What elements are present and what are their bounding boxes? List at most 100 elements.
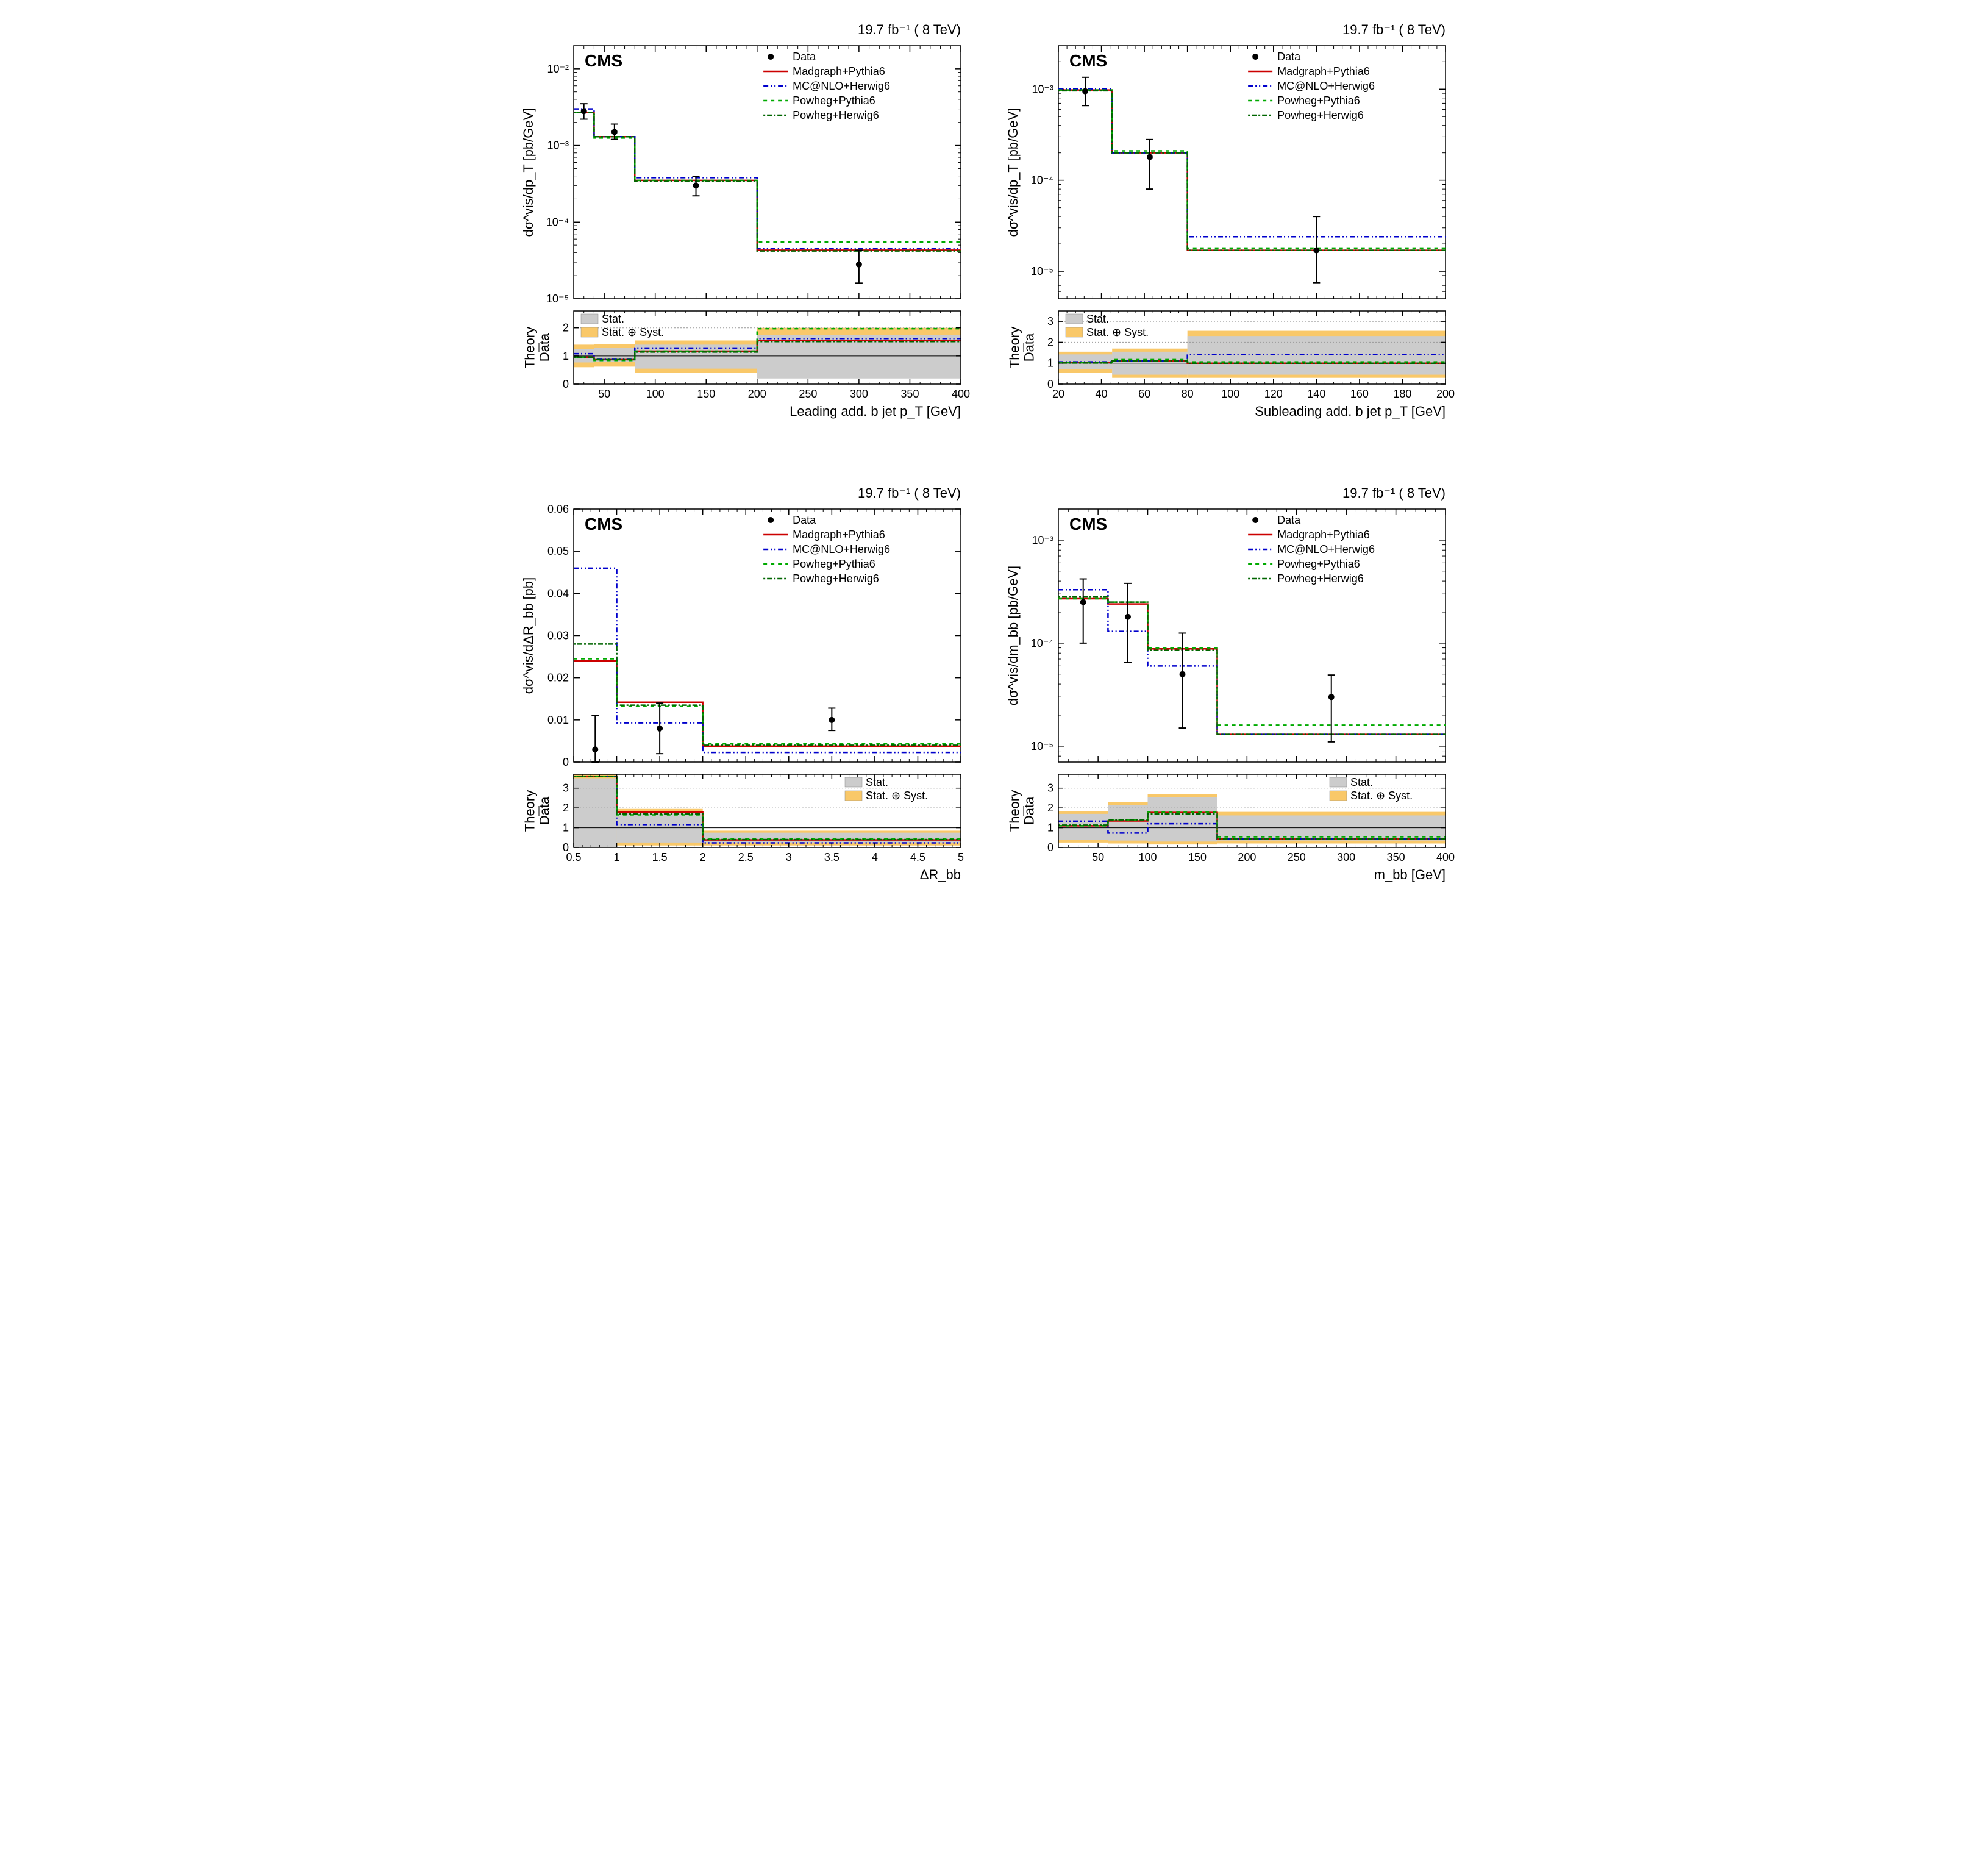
svg-text:Stat.: Stat. bbox=[1086, 313, 1109, 325]
svg-text:10⁻³: 10⁻³ bbox=[1032, 83, 1053, 95]
svg-text:ΔR_bb: ΔR_bb bbox=[919, 867, 960, 882]
svg-text:Madgraph+Pythia6: Madgraph+Pythia6 bbox=[1277, 65, 1370, 77]
svg-text:200: 200 bbox=[747, 388, 766, 400]
svg-text:Stat.: Stat. bbox=[1350, 776, 1373, 788]
panel-D: 19.7 fb⁻¹ ( 8 TeV)10⁻⁵10⁻⁴10⁻³CMSdσ^vis/… bbox=[1000, 476, 1467, 915]
svg-text:350: 350 bbox=[900, 388, 919, 400]
svg-text:MC@NLO+Herwig6: MC@NLO+Herwig6 bbox=[793, 80, 890, 92]
svg-text:TheoryData: TheoryData bbox=[522, 790, 552, 832]
svg-text:5: 5 bbox=[957, 851, 963, 863]
svg-text:Data: Data bbox=[1277, 51, 1301, 63]
svg-text:1: 1 bbox=[1047, 357, 1053, 369]
svg-text:20: 20 bbox=[1052, 388, 1064, 400]
svg-text:Madgraph+Pythia6: Madgraph+Pythia6 bbox=[793, 529, 885, 541]
svg-text:1.5: 1.5 bbox=[652, 851, 667, 863]
svg-text:0.03: 0.03 bbox=[547, 630, 568, 642]
svg-text:CMS: CMS bbox=[1069, 515, 1107, 533]
svg-text:19.7 fb⁻¹ ( 8 TeV): 19.7 fb⁻¹ ( 8 TeV) bbox=[858, 22, 961, 37]
svg-text:0: 0 bbox=[562, 378, 568, 390]
svg-text:CMS: CMS bbox=[585, 51, 622, 70]
svg-text:50: 50 bbox=[1092, 851, 1104, 863]
svg-text:0.06: 0.06 bbox=[547, 503, 568, 515]
svg-text:200: 200 bbox=[1436, 388, 1454, 400]
svg-text:Madgraph+Pythia6: Madgraph+Pythia6 bbox=[1277, 529, 1370, 541]
svg-text:100: 100 bbox=[1221, 388, 1239, 400]
svg-text:2: 2 bbox=[1047, 336, 1053, 348]
svg-text:Powheg+Herwig6: Powheg+Herwig6 bbox=[793, 572, 879, 585]
panel-C: 19.7 fb⁻¹ ( 8 TeV)00.010.020.030.040.050… bbox=[516, 476, 982, 915]
svg-text:10⁻⁵: 10⁻⁵ bbox=[1031, 265, 1053, 277]
svg-text:Stat.: Stat. bbox=[602, 313, 624, 325]
svg-text:10⁻⁵: 10⁻⁵ bbox=[546, 293, 569, 305]
svg-text:1: 1 bbox=[562, 350, 568, 362]
svg-text:19.7 fb⁻¹ ( 8 TeV): 19.7 fb⁻¹ ( 8 TeV) bbox=[1342, 485, 1446, 501]
svg-text:150: 150 bbox=[697, 388, 715, 400]
svg-text:2: 2 bbox=[1047, 802, 1053, 814]
svg-text:Madgraph+Pythia6: Madgraph+Pythia6 bbox=[793, 65, 885, 77]
svg-text:MC@NLO+Herwig6: MC@NLO+Herwig6 bbox=[1277, 80, 1375, 92]
svg-text:MC@NLO+Herwig6: MC@NLO+Herwig6 bbox=[793, 543, 890, 555]
svg-text:19.7 fb⁻¹ ( 8 TeV): 19.7 fb⁻¹ ( 8 TeV) bbox=[1342, 22, 1446, 37]
svg-text:10⁻⁴: 10⁻⁴ bbox=[1030, 174, 1053, 187]
svg-text:4.5: 4.5 bbox=[910, 851, 925, 863]
svg-text:50: 50 bbox=[598, 388, 610, 400]
svg-text:CMS: CMS bbox=[1069, 51, 1107, 70]
svg-text:250: 250 bbox=[1287, 851, 1305, 863]
svg-text:150: 150 bbox=[1188, 851, 1206, 863]
svg-text:3: 3 bbox=[1047, 782, 1053, 794]
svg-text:140: 140 bbox=[1307, 388, 1325, 400]
svg-text:0.01: 0.01 bbox=[547, 714, 568, 726]
svg-text:3.5: 3.5 bbox=[824, 851, 839, 863]
svg-text:0: 0 bbox=[562, 756, 568, 768]
svg-text:4: 4 bbox=[871, 851, 877, 863]
svg-text:TheoryData: TheoryData bbox=[1007, 327, 1036, 368]
svg-text:0: 0 bbox=[1047, 841, 1053, 854]
svg-text:3: 3 bbox=[562, 782, 568, 794]
svg-text:100: 100 bbox=[1138, 851, 1157, 863]
svg-text:10⁻⁴: 10⁻⁴ bbox=[546, 216, 568, 228]
svg-text:200: 200 bbox=[1238, 851, 1256, 863]
svg-text:Powheg+Pythia6: Powheg+Pythia6 bbox=[1277, 558, 1360, 570]
svg-text:2: 2 bbox=[562, 322, 568, 334]
svg-text:dσ^vis/dm_bb [pb/GeV]: dσ^vis/dm_bb [pb/GeV] bbox=[1005, 566, 1021, 705]
svg-text:10⁻³: 10⁻³ bbox=[1032, 534, 1053, 546]
panel-A: 19.7 fb⁻¹ ( 8 TeV)10⁻⁵10⁻⁴10⁻³10⁻²CMSdσ^… bbox=[516, 12, 982, 451]
svg-text:MC@NLO+Herwig6: MC@NLO+Herwig6 bbox=[1277, 543, 1375, 555]
svg-text:120: 120 bbox=[1264, 388, 1282, 400]
svg-text:100: 100 bbox=[646, 388, 664, 400]
svg-text:CMS: CMS bbox=[585, 515, 622, 533]
svg-text:0.04: 0.04 bbox=[547, 587, 568, 599]
svg-text:3: 3 bbox=[785, 851, 791, 863]
svg-text:TheoryData: TheoryData bbox=[1007, 790, 1036, 832]
svg-text:Stat. ⊕ Syst.: Stat. ⊕ Syst. bbox=[866, 790, 928, 802]
svg-text:Powheg+Herwig6: Powheg+Herwig6 bbox=[1277, 572, 1364, 585]
svg-text:dσ^vis/dp_T [pb/GeV]: dσ^vis/dp_T [pb/GeV] bbox=[521, 108, 536, 237]
svg-text:Powheg+Herwig6: Powheg+Herwig6 bbox=[793, 109, 879, 121]
svg-text:Stat. ⊕ Syst.: Stat. ⊕ Syst. bbox=[1086, 326, 1149, 338]
svg-text:10⁻³: 10⁻³ bbox=[547, 140, 569, 152]
svg-text:0.5: 0.5 bbox=[566, 851, 581, 863]
svg-text:400: 400 bbox=[1436, 851, 1454, 863]
svg-text:1: 1 bbox=[562, 822, 568, 834]
svg-text:300: 300 bbox=[1337, 851, 1355, 863]
svg-text:Stat. ⊕ Syst.: Stat. ⊕ Syst. bbox=[1350, 790, 1413, 802]
svg-text:60: 60 bbox=[1138, 388, 1150, 400]
svg-text:2.5: 2.5 bbox=[738, 851, 753, 863]
svg-text:TheoryData: TheoryData bbox=[522, 327, 552, 368]
svg-text:40: 40 bbox=[1095, 388, 1107, 400]
svg-text:Powheg+Pythia6: Powheg+Pythia6 bbox=[1277, 95, 1360, 107]
svg-text:Data: Data bbox=[793, 51, 816, 63]
svg-text:2: 2 bbox=[699, 851, 705, 863]
svg-text:160: 160 bbox=[1350, 388, 1368, 400]
panel-B: 19.7 fb⁻¹ ( 8 TeV) 10⁻⁵ 10⁻⁴ 10⁻³ CMS dσ^vis/… bbox=[1000, 12, 1467, 451]
svg-text:3: 3 bbox=[1047, 315, 1053, 327]
svg-text:dσ^vis/dp_T [pb/GeV]: dσ^vis/dp_T [pb/GeV] bbox=[1005, 108, 1021, 237]
svg-text:350: 350 bbox=[1386, 851, 1405, 863]
svg-text:2: 2 bbox=[562, 802, 568, 814]
svg-text:19.7 fb⁻¹ ( 8 TeV): 19.7 fb⁻¹ ( 8 TeV) bbox=[858, 485, 961, 501]
svg-text:Leading add. b jet p_T [GeV]: Leading add. b jet p_T [GeV] bbox=[790, 404, 961, 419]
svg-text:180: 180 bbox=[1393, 388, 1411, 400]
svg-text:10⁻⁴: 10⁻⁴ bbox=[1030, 637, 1053, 649]
svg-text:0.05: 0.05 bbox=[547, 545, 568, 557]
svg-text:400: 400 bbox=[951, 388, 969, 400]
